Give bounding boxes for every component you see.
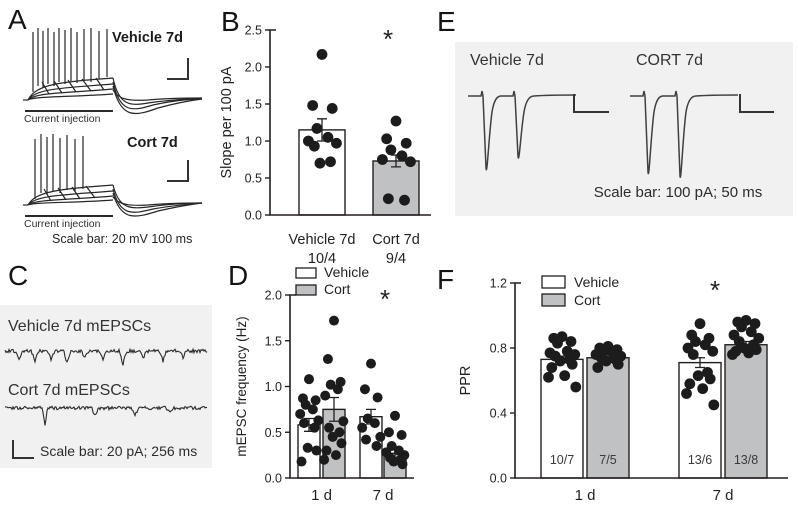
panel-d-label: D [228, 260, 249, 291]
svg-text:1.0: 1.0 [245, 135, 262, 149]
svg-text:2.0: 2.0 [245, 61, 262, 75]
svg-text:10/7: 10/7 [550, 453, 574, 467]
svg-text:9/4: 9/4 [386, 251, 406, 267]
panel-b-label: B [221, 6, 240, 37]
panel-a-vehicle-trace-label: Vehicle 7d [112, 30, 183, 46]
svg-text:7 d: 7 d [713, 487, 734, 504]
svg-text:0.8: 0.8 [490, 342, 507, 356]
panel-e-cort-scalebar-icon [739, 94, 774, 113]
panel-a-vehicle-current-step-line [25, 110, 113, 112]
panel-f-chart: 10/7 7/5 13/6 13/8 0.0 0.4 0.8 1.2 PPR 1 d 7 d Vehi… [458, 274, 788, 504]
svg-text:7/5: 7/5 [599, 453, 616, 467]
svg-text:13/6: 13/6 [688, 453, 712, 467]
panel-b-chart: 0.0 0.5 1.0 1.5 2.0 2.5 Slope per 100 pA Vehicl… [219, 24, 431, 267]
panel-a-scalebar-text: Scale bar: 20 mV 100 ms [52, 232, 193, 246]
panel-c-cort-trace [4, 405, 208, 426]
svg-text:*: * [710, 275, 720, 305]
svg-text:PPR: PPR [458, 366, 474, 396]
panel-e-background [455, 42, 793, 216]
panel-c-vehicle-trace [4, 347, 208, 366]
panel-c-cort-trace-label: Cort 7d mEPSCs [8, 382, 130, 399]
panel-e-cort-trace [630, 90, 739, 178]
svg-text:Vehicle 7d: Vehicle 7d [289, 232, 356, 248]
panel-c-background [0, 305, 212, 468]
svg-text:*: * [383, 24, 393, 54]
svg-text:1.5: 1.5 [245, 98, 262, 112]
svg-text:Vehicle: Vehicle [574, 274, 619, 290]
svg-text:10/4: 10/4 [308, 251, 336, 267]
svg-text:mEPSC frequency (Hz): mEPSC frequency (Hz) [234, 316, 249, 456]
svg-text:Cort: Cort [324, 281, 351, 297]
panel-e-vehicle-trace-label: Vehicle 7d [470, 52, 544, 69]
svg-text:7 d: 7 d [373, 487, 394, 504]
panel-c-scalebar-icon [12, 440, 34, 459]
panel-a-cort-current-label: Current injection [24, 218, 101, 230]
panel-e-cort-trace-label: CORT 7d [636, 52, 703, 69]
panel-e-label: E [437, 6, 456, 37]
svg-text:Vehicle: Vehicle [324, 264, 369, 280]
panel-a-vehicle-current-label: Current injection [24, 113, 101, 125]
panel-d-chart: 0.0 0.5 1.0 1.5 2.0 mEPSC frequency (Hz) 1 d 7 … [234, 264, 414, 504]
panel-e-vehicle-trace [468, 90, 577, 171]
svg-text:0.0: 0.0 [490, 472, 507, 486]
panel-a-cort-trace [23, 134, 203, 217]
panel-e-scalebar-text: Scale bar: 100 pA; 50 ms [593, 184, 763, 201]
svg-text:Slope per 100 pA: Slope per 100 pA [219, 66, 235, 178]
svg-text:0.4: 0.4 [490, 407, 507, 421]
svg-text:2.0: 2.0 [265, 289, 282, 303]
svg-text:Cort: Cort [574, 292, 601, 308]
panel-a-vehicle-scalebar-icon [167, 58, 189, 80]
panel-c-vehicle-trace-label: Vehicle 7d mEPSCs [8, 318, 152, 335]
panel-e-vehicle-scalebar-icon [573, 94, 609, 113]
svg-text:0.0: 0.0 [265, 472, 282, 486]
svg-text:*: * [380, 284, 390, 314]
panel-a-label: A [8, 4, 27, 35]
svg-text:13/8: 13/8 [734, 453, 758, 467]
svg-text:1.2: 1.2 [490, 277, 507, 291]
panel-c-label: C [8, 260, 29, 291]
svg-text:1.0: 1.0 [265, 380, 282, 394]
panel-a-cort-current-step-line [25, 215, 113, 217]
svg-text:0.5: 0.5 [265, 426, 282, 440]
panel-a-cort-trace-label: Cort 7d [127, 135, 178, 151]
svg-text:1 d: 1 d [575, 487, 596, 504]
panel-f-label: F [437, 264, 455, 295]
svg-text:0.0: 0.0 [245, 209, 262, 223]
panel-a-vehicle-trace [23, 28, 203, 115]
svg-text:1.5: 1.5 [265, 334, 282, 348]
svg-text:2.5: 2.5 [245, 24, 262, 38]
panel-a-cort-scalebar-icon [167, 160, 189, 182]
svg-text:0.5: 0.5 [245, 172, 262, 186]
svg-text:1 d: 1 d [311, 487, 332, 504]
panel-c-scalebar-text: Scale bar: 20 pA; 256 ms [40, 443, 198, 459]
svg-text:Cort 7d: Cort 7d [372, 232, 420, 248]
